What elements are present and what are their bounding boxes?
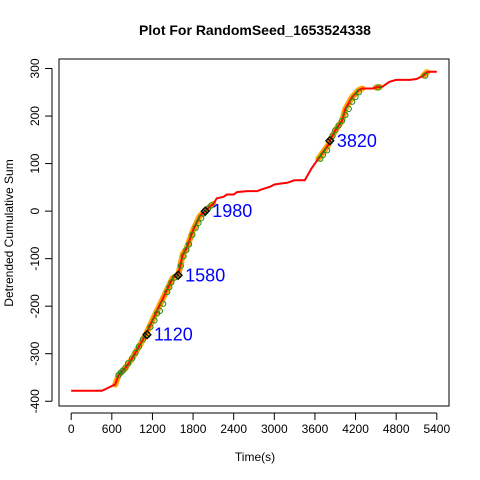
data-point bbox=[319, 151, 327, 159]
breakpoint-marker bbox=[200, 206, 211, 216]
data-point bbox=[124, 360, 132, 367]
breakpoint-marker-cross bbox=[175, 272, 182, 279]
data-point bbox=[160, 300, 167, 307]
x-tick-label: 3600 bbox=[302, 422, 329, 436]
data-point bbox=[422, 72, 429, 79]
data-point bbox=[324, 147, 331, 154]
data-point bbox=[183, 246, 190, 254]
breakpoint-label: 3820 bbox=[337, 131, 377, 151]
data-point bbox=[198, 215, 205, 222]
data-point bbox=[189, 231, 196, 238]
y-tick-label: -100 bbox=[28, 246, 42, 270]
data-point bbox=[177, 262, 184, 269]
y-tick-label: 100 bbox=[28, 153, 42, 173]
data-point bbox=[122, 364, 129, 372]
x-tick-label: 1800 bbox=[180, 422, 207, 436]
data-point bbox=[168, 279, 175, 286]
plot-frame bbox=[58, 58, 450, 407]
x-tick-label: 3000 bbox=[261, 422, 288, 436]
x-tick-label: 5400 bbox=[423, 422, 450, 436]
data-point bbox=[180, 253, 187, 260]
data-point bbox=[204, 205, 212, 212]
data-point bbox=[349, 98, 356, 105]
breakpoint-marker-cross bbox=[202, 208, 209, 214]
x-tick-label: 1200 bbox=[139, 422, 166, 436]
annotations: 1120 1580 1980 3820 bbox=[154, 131, 377, 345]
data-point bbox=[338, 117, 346, 124]
data-point bbox=[342, 111, 349, 119]
data-point bbox=[175, 272, 182, 279]
breakpoint-label: 1580 bbox=[185, 265, 225, 285]
data-point bbox=[129, 355, 136, 362]
y-tick-label: 0 bbox=[28, 207, 42, 214]
data-point bbox=[352, 93, 359, 101]
x-tick-label: 0 bbox=[68, 422, 75, 436]
data-point bbox=[139, 336, 147, 343]
y-axis: -400 -300 -200 -100 0 100 200 300 bbox=[28, 58, 53, 413]
y-tick-label: 300 bbox=[28, 58, 42, 78]
data-point bbox=[335, 122, 342, 129]
breakpoint-marker-cross bbox=[326, 137, 333, 144]
data-point bbox=[195, 219, 202, 227]
y-tick-label: 200 bbox=[28, 106, 42, 126]
chart-title: Plot For RandomSeed_1653524338 bbox=[139, 22, 371, 38]
data-point bbox=[345, 105, 352, 113]
data-point bbox=[329, 132, 336, 140]
x-tick-label: 600 bbox=[102, 422, 122, 436]
data-point bbox=[151, 317, 158, 324]
x-tick-label: 4800 bbox=[383, 422, 410, 436]
y-tick-label: -300 bbox=[28, 341, 42, 365]
data-point bbox=[192, 224, 199, 231]
breakpoint-marker bbox=[173, 270, 184, 281]
y-tick-label: -400 bbox=[28, 389, 42, 413]
x-tick-label: 2400 bbox=[220, 422, 247, 436]
breakpoint-marker-cross bbox=[144, 331, 150, 338]
data-point bbox=[208, 202, 215, 209]
x-axis-label: Time(s) bbox=[235, 450, 275, 464]
breakpoint-marker bbox=[324, 135, 335, 146]
data-point bbox=[374, 84, 382, 91]
breakpoint-label: 1980 bbox=[212, 201, 252, 221]
breakpoint-label: 1120 bbox=[154, 325, 193, 345]
x-axis: 0 600 1200 1800 2400 3000 3600 4200 4800 5400 bbox=[68, 412, 450, 436]
data-point bbox=[147, 323, 154, 331]
y-tick-label: -200 bbox=[28, 294, 42, 318]
data-point bbox=[185, 241, 193, 248]
data-point bbox=[135, 343, 142, 350]
data-point bbox=[132, 349, 139, 356]
plot-marks bbox=[71, 69, 437, 392]
data-point bbox=[326, 137, 333, 144]
data-point bbox=[156, 307, 163, 315]
series-line bbox=[71, 70, 437, 392]
x-tick-label: 4200 bbox=[342, 422, 369, 436]
data-point bbox=[332, 127, 339, 134]
data-point bbox=[143, 331, 151, 338]
breakpoint-marker bbox=[142, 329, 152, 340]
data-point bbox=[355, 89, 363, 96]
y-axis-label: Detrended Cumulative Sum bbox=[2, 159, 16, 306]
